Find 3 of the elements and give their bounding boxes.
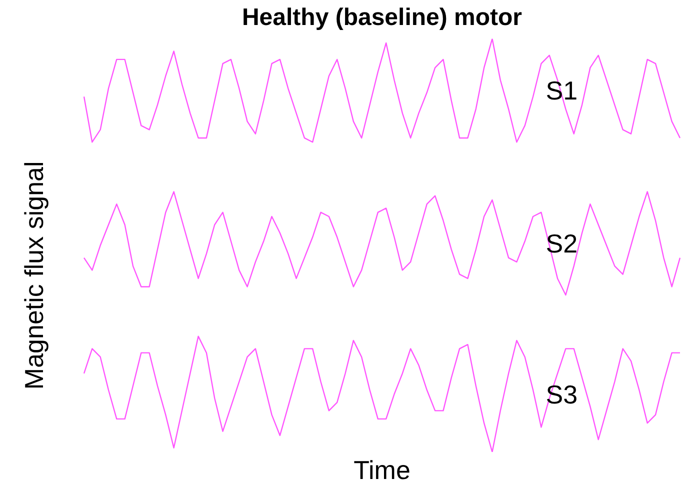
- chart-title: Healthy (baseline) motor: [242, 4, 522, 32]
- x-axis-title: Time: [354, 455, 410, 486]
- y-axis-title: Magnetic flux signal: [19, 161, 50, 390]
